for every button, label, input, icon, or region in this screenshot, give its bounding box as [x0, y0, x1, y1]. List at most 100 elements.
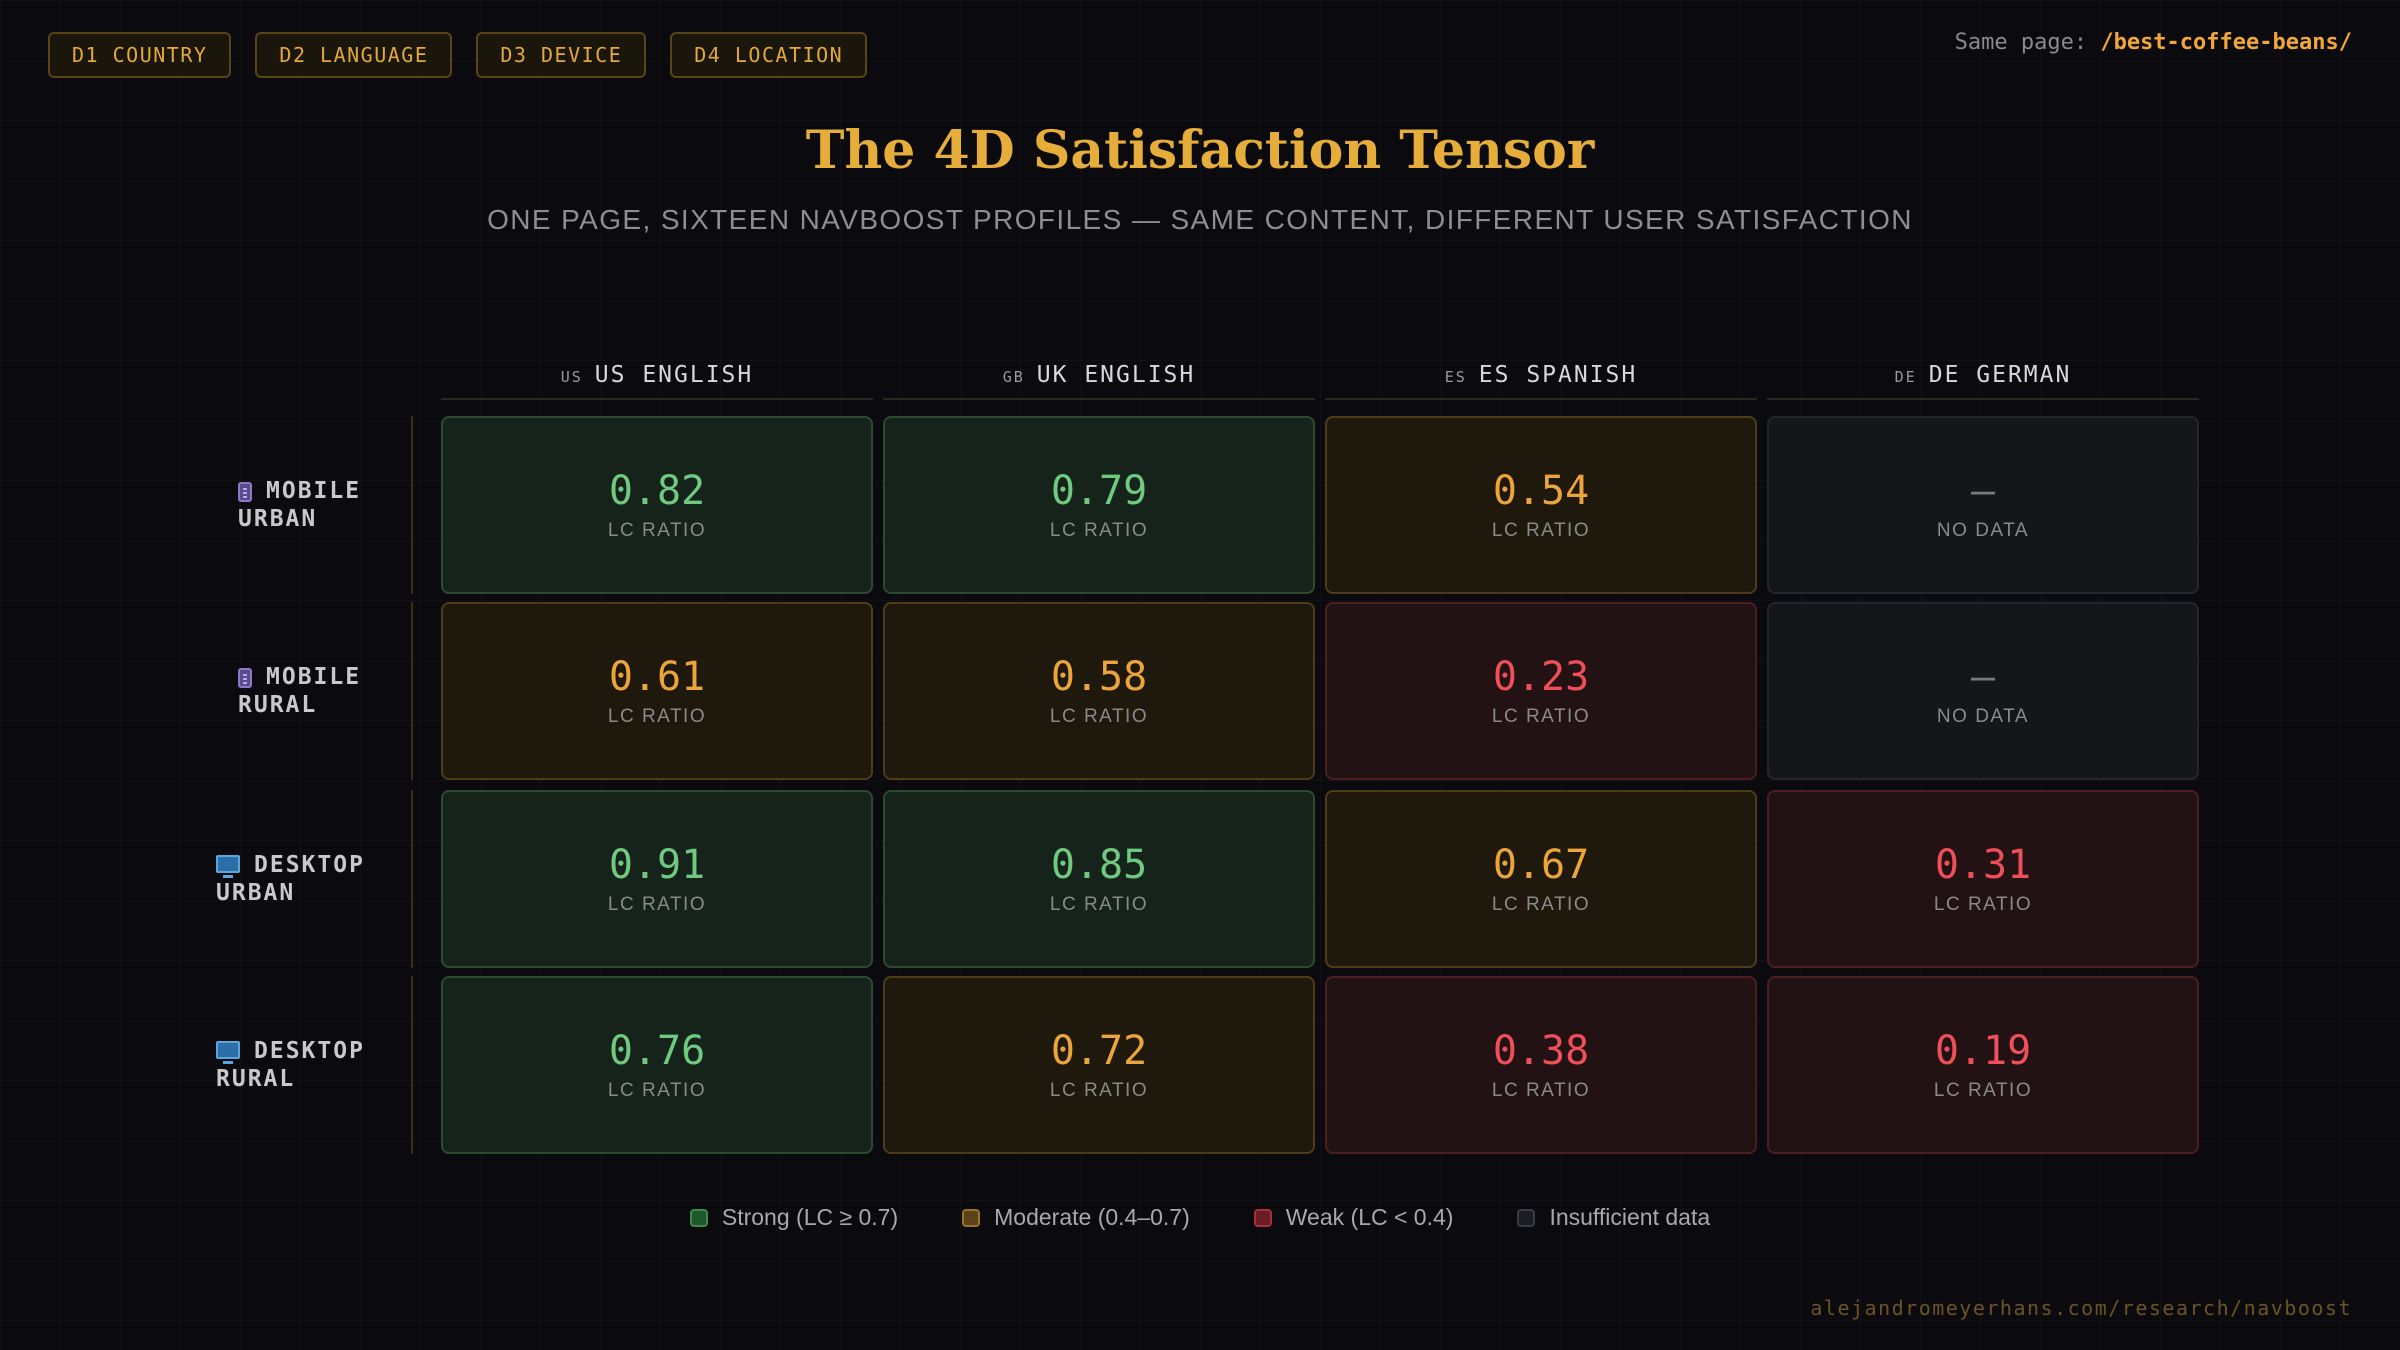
legend-label: Weak (LC < 0.4)	[1285, 1204, 1454, 1230]
lc-ratio-value: 0.54	[1492, 468, 1590, 514]
legend-item-insufficient: Insufficient data	[1517, 1204, 1710, 1231]
lc-ratio-label: LC RATIO	[607, 706, 707, 727]
tensor-cell-desktop-rural-gb[interactable]: 0.72 LC RATIO	[883, 976, 1315, 1154]
chip-d4-location[interactable]: D4 LOCATION	[670, 32, 868, 78]
row-label-line1: DESKTOP	[254, 1038, 365, 1064]
tensor-cell-mobile-urban-gb[interactable]: 0.79 LC RATIO	[883, 416, 1315, 594]
column-header-label: ES SPANISH	[1478, 362, 1638, 388]
legend-item-strong: Strong (LC ≥ 0.7)	[689, 1204, 899, 1231]
lc-ratio-value: 0.31	[1934, 842, 2032, 888]
column-header-label: US ENGLISH	[594, 362, 754, 388]
row-label-desktop-urban: DESKTOP URBAN	[216, 790, 413, 968]
country-code: DE	[1894, 368, 1917, 386]
lc-ratio-value: 0.67	[1492, 842, 1590, 888]
tensor-cell-desktop-urban-gb[interactable]: 0.85 LC RATIO	[883, 790, 1315, 968]
row-label-mobile-rural: MOBILE RURAL	[230, 602, 413, 780]
column-header-label: UK ENGLISH	[1036, 362, 1196, 388]
row-label-desktop-rural: DESKTOP RURAL	[216, 976, 413, 1154]
lc-ratio-label: NO DATA	[1936, 520, 2030, 541]
column-header-es-spanish: ES ES SPANISH	[1325, 352, 1757, 400]
legend-label: Moderate (0.4–0.7)	[994, 1204, 1190, 1230]
tensor-cell-mobile-rural-de[interactable]: — NO DATA	[1767, 602, 2199, 780]
legend: Strong (LC ≥ 0.7) Moderate (0.4–0.7) Wea…	[0, 1204, 2400, 1231]
lc-ratio-label: LC RATIO	[1491, 706, 1591, 727]
legend-item-weak: Weak (LC < 0.4)	[1253, 1204, 1454, 1231]
legend-label: Strong (LC ≥ 0.7)	[721, 1204, 899, 1230]
lc-ratio-label: LC RATIO	[1049, 894, 1149, 915]
tensor-cell-desktop-rural-es[interactable]: 0.38 LC RATIO	[1325, 976, 1757, 1154]
column-header-uk-english: GB UK ENGLISH	[883, 352, 1315, 400]
lc-ratio-value: 0.58	[1050, 654, 1148, 700]
lc-ratio-value: 0.79	[1050, 468, 1148, 514]
lc-ratio-value: —	[1970, 468, 1996, 514]
footer-source-url[interactable]: alejandromeyerhans.com/research/navboost	[1810, 1296, 2352, 1320]
column-header-label: DE GERMAN	[1928, 362, 2072, 388]
tensor-cell-mobile-rural-gb[interactable]: 0.58 LC RATIO	[883, 602, 1315, 780]
lc-ratio-label: NO DATA	[1936, 706, 2030, 727]
chip-d3-device[interactable]: D3 DEVICE	[476, 32, 647, 78]
legend-swatch-weak	[1253, 1208, 1272, 1227]
lc-ratio-label: LC RATIO	[1933, 1080, 2033, 1101]
chip-d2-language[interactable]: D2 LANGUAGE	[255, 32, 453, 78]
country-code: ES	[1444, 368, 1467, 386]
tensor-cell-desktop-rural-de[interactable]: 0.19 LC RATIO	[1767, 976, 2199, 1154]
row-label-mobile-urban: MOBILE URBAN	[230, 416, 413, 594]
row-label-line2: RURAL	[238, 692, 318, 718]
tensor-cell-desktop-urban-us[interactable]: 0.91 LC RATIO	[441, 790, 873, 968]
tensor-cell-mobile-urban-es[interactable]: 0.54 LC RATIO	[1325, 416, 1757, 594]
mobile-phone-icon	[238, 481, 252, 502]
row-label-line2: URBAN	[216, 880, 296, 906]
lc-ratio-value: 0.61	[608, 654, 706, 700]
tensor-cell-mobile-urban-us[interactable]: 0.82 LC RATIO	[441, 416, 873, 594]
desktop-computer-icon	[216, 1040, 240, 1064]
lc-ratio-label: LC RATIO	[1491, 520, 1591, 541]
lc-ratio-value: 0.38	[1492, 1028, 1590, 1074]
lc-ratio-label: LC RATIO	[607, 520, 707, 541]
row-label-line2: URBAN	[238, 506, 318, 532]
same-page-label: Same page:	[1954, 30, 2088, 55]
mobile-phone-icon	[238, 667, 252, 688]
tensor-cell-desktop-rural-us[interactable]: 0.76 LC RATIO	[441, 976, 873, 1154]
row-label-line2: RURAL	[216, 1066, 296, 1092]
lc-ratio-value: 0.91	[608, 842, 706, 888]
tensor-cell-desktop-urban-de[interactable]: 0.31 LC RATIO	[1767, 790, 2199, 968]
lc-ratio-value: 0.72	[1050, 1028, 1148, 1074]
lc-ratio-value: 0.85	[1050, 842, 1148, 888]
legend-swatch-insufficient	[1517, 1208, 1536, 1227]
column-header-de-german: DE DE GERMAN	[1767, 352, 2199, 400]
page-title: The 4D Satisfaction Tensor	[805, 120, 1595, 181]
column-header-us-english: US US ENGLISH	[441, 352, 873, 400]
tensor-cell-mobile-rural-es[interactable]: 0.23 LC RATIO	[1325, 602, 1757, 780]
dimension-chips: D1 COUNTRY D2 LANGUAGE D3 DEVICE D4 LOCA…	[48, 32, 868, 78]
row-label-line1: DESKTOP	[254, 852, 365, 878]
lc-ratio-value: 0.82	[608, 468, 706, 514]
chip-d1-country[interactable]: D1 COUNTRY	[48, 32, 232, 78]
same-page-path: /best-coffee-beans/	[2100, 30, 2352, 55]
lc-ratio-value: 0.19	[1934, 1028, 2032, 1074]
row-label-line1: MOBILE	[266, 478, 362, 504]
lc-ratio-value: —	[1970, 654, 1996, 700]
lc-ratio-value: 0.23	[1492, 654, 1590, 700]
lc-ratio-label: LC RATIO	[1049, 706, 1149, 727]
same-page-indicator: Same page: /best-coffee-beans/	[1955, 30, 2352, 55]
tensor-cell-mobile-rural-us[interactable]: 0.61 LC RATIO	[441, 602, 873, 780]
page-subtitle: ONE PAGE, SIXTEEN NAVBOOST PROFILES — SA…	[487, 204, 1913, 235]
tensor-cell-mobile-urban-de[interactable]: — NO DATA	[1767, 416, 2199, 594]
tensor-cell-desktop-urban-es[interactable]: 0.67 LC RATIO	[1325, 790, 1757, 968]
country-code: US	[560, 368, 583, 386]
country-code: GB	[1002, 368, 1025, 386]
legend-swatch-moderate	[962, 1208, 981, 1227]
lc-ratio-label: LC RATIO	[1491, 1080, 1591, 1101]
legend-label: Insufficient data	[1549, 1204, 1711, 1230]
legend-item-moderate: Moderate (0.4–0.7)	[962, 1204, 1190, 1231]
legend-swatch-strong	[689, 1208, 708, 1227]
lc-ratio-value: 0.76	[608, 1028, 706, 1074]
lc-ratio-label: LC RATIO	[1933, 894, 2033, 915]
lc-ratio-label: LC RATIO	[607, 1080, 707, 1101]
lc-ratio-label: LC RATIO	[1491, 894, 1591, 915]
lc-ratio-label: LC RATIO	[1049, 520, 1149, 541]
row-label-line1: MOBILE	[266, 664, 362, 690]
lc-ratio-label: LC RATIO	[607, 894, 707, 915]
desktop-computer-icon	[216, 854, 240, 878]
lc-ratio-label: LC RATIO	[1049, 1080, 1149, 1101]
